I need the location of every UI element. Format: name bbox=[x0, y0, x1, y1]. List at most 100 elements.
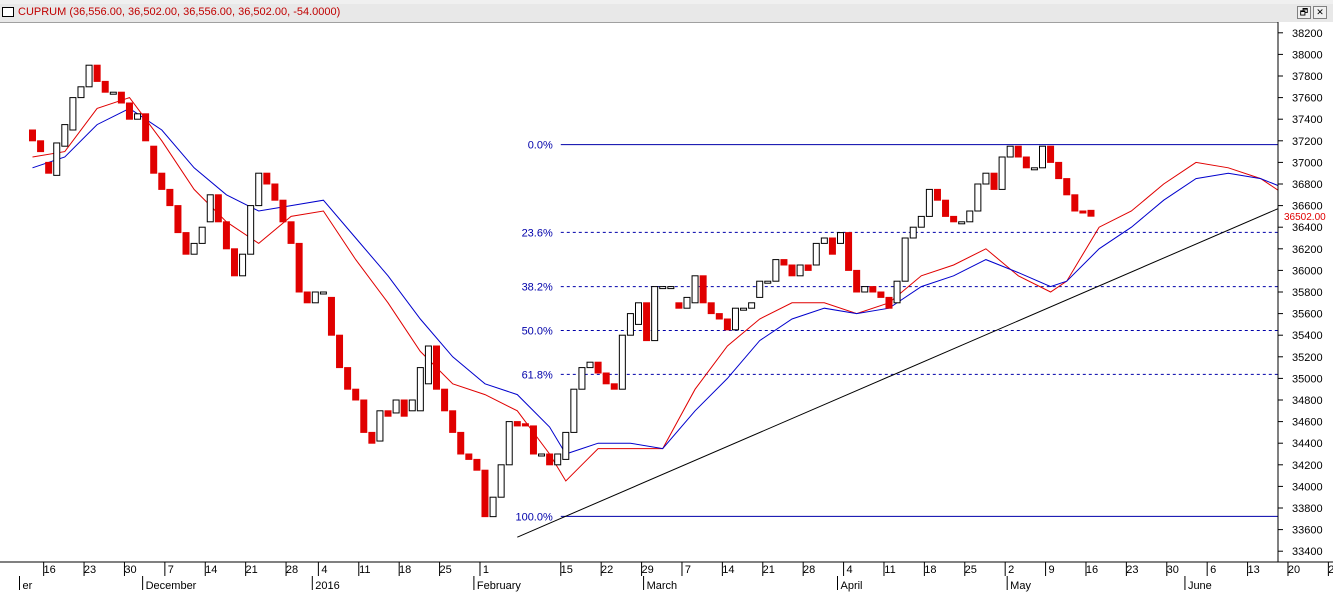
down-candle bbox=[675, 302, 683, 309]
down-candle bbox=[327, 296, 335, 336]
down-candle bbox=[158, 172, 166, 190]
x-tick-label: 21 bbox=[246, 564, 258, 576]
down-candle bbox=[521, 423, 529, 427]
up-candle bbox=[134, 113, 142, 120]
down-candle bbox=[449, 410, 457, 433]
up-candle bbox=[311, 291, 319, 304]
y-tick-label: 37200 bbox=[1292, 136, 1323, 148]
y-axis-panel bbox=[1278, 22, 1333, 597]
up-candle bbox=[489, 496, 497, 518]
down-candle bbox=[1055, 161, 1063, 180]
down-candle bbox=[125, 102, 133, 120]
down-candle bbox=[877, 291, 885, 298]
x-tick-label: 27 bbox=[1328, 564, 1333, 576]
x-tick-label: 2 bbox=[1008, 564, 1014, 576]
y-tick-label: 35600 bbox=[1292, 309, 1323, 321]
x-tick-label: 21 bbox=[763, 564, 775, 576]
down-candle bbox=[101, 80, 109, 93]
down-candle bbox=[271, 183, 279, 201]
x-tick-label: 14 bbox=[722, 564, 734, 576]
fib-level-label: 23.6% bbox=[522, 227, 553, 239]
chart-title: CUPRUM (36,556.00, 36,502.00, 36,556.00,… bbox=[18, 6, 341, 18]
up-candle bbox=[820, 237, 828, 244]
up-candle bbox=[651, 286, 659, 342]
down-candle bbox=[29, 129, 36, 142]
down-candle bbox=[37, 140, 45, 153]
down-candle bbox=[853, 269, 861, 293]
up-candle bbox=[1039, 145, 1046, 169]
close-button[interactable]: ✕ bbox=[1313, 6, 1327, 19]
down-candle bbox=[933, 188, 941, 201]
down-candle bbox=[481, 469, 489, 518]
y-tick-label: 34000 bbox=[1292, 481, 1323, 493]
down-candle bbox=[869, 286, 877, 293]
up-candle bbox=[69, 97, 77, 131]
month-label: April bbox=[841, 580, 863, 592]
down-candle bbox=[174, 205, 182, 234]
down-candle bbox=[845, 232, 853, 271]
up-candle bbox=[667, 286, 675, 290]
x-tick-label: 11 bbox=[884, 564, 895, 576]
up-candle bbox=[376, 410, 384, 442]
down-candle bbox=[610, 383, 618, 390]
down-candle bbox=[643, 302, 651, 342]
fib-level-label: 50.0% bbox=[522, 326, 553, 338]
x-tick-label: 18 bbox=[924, 564, 936, 576]
up-candle bbox=[740, 307, 748, 311]
down-candle bbox=[804, 264, 812, 271]
up-candle bbox=[909, 226, 917, 239]
y-tick-label: 36800 bbox=[1292, 179, 1323, 191]
x-tick-label: 4 bbox=[321, 564, 327, 576]
x-tick-label: 28 bbox=[803, 564, 815, 576]
month-label: March bbox=[647, 580, 678, 592]
x-tick-label: 4 bbox=[847, 564, 853, 576]
up-candle bbox=[659, 286, 667, 290]
x-tick-label: 9 bbox=[1049, 564, 1055, 576]
up-candle bbox=[424, 345, 432, 385]
up-candle bbox=[1006, 145, 1014, 158]
up-candle bbox=[901, 237, 909, 282]
up-candle bbox=[966, 210, 974, 223]
fib-level-label: 38.2% bbox=[522, 282, 553, 294]
trendline bbox=[517, 184, 1333, 538]
down-candle bbox=[699, 275, 707, 304]
up-candle bbox=[756, 280, 764, 298]
up-candle bbox=[392, 399, 400, 414]
y-tick-label: 37800 bbox=[1292, 71, 1323, 83]
up-candle bbox=[998, 156, 1006, 190]
down-candle bbox=[352, 388, 360, 401]
up-candle bbox=[578, 367, 586, 390]
y-tick-label: 38200 bbox=[1292, 28, 1323, 40]
y-tick-label: 36000 bbox=[1292, 265, 1323, 277]
up-candle bbox=[77, 86, 85, 99]
x-tick-label: 30 bbox=[124, 564, 136, 576]
down-candle bbox=[142, 113, 150, 142]
month-label: February bbox=[477, 580, 522, 592]
month-label: 2016 bbox=[315, 580, 339, 592]
up-candle bbox=[635, 302, 642, 325]
restore-button[interactable]: 🗗 bbox=[1297, 6, 1311, 19]
down-candle bbox=[942, 199, 950, 217]
down-candle bbox=[529, 425, 537, 455]
x-tick-label: 16 bbox=[1086, 564, 1098, 576]
up-candle bbox=[691, 275, 699, 304]
y-tick-label: 35800 bbox=[1292, 287, 1323, 299]
down-candle bbox=[344, 367, 352, 390]
fib-level-label: 0.0% bbox=[528, 140, 553, 152]
y-tick-label: 37000 bbox=[1292, 157, 1323, 169]
down-candle bbox=[950, 215, 958, 223]
down-candle bbox=[546, 453, 554, 466]
y-tick-label: 37600 bbox=[1292, 93, 1323, 105]
up-candle bbox=[61, 124, 69, 147]
y-tick-label: 34600 bbox=[1292, 417, 1323, 429]
fib-level-label: 61.8% bbox=[522, 369, 553, 381]
up-candle bbox=[570, 388, 578, 433]
x-tick-label: 22 bbox=[601, 564, 613, 576]
y-tick-label: 35400 bbox=[1292, 330, 1323, 342]
up-candle bbox=[239, 253, 247, 277]
up-candle bbox=[796, 264, 804, 277]
moving-average-line bbox=[32, 107, 1294, 455]
down-candle bbox=[1087, 209, 1095, 217]
